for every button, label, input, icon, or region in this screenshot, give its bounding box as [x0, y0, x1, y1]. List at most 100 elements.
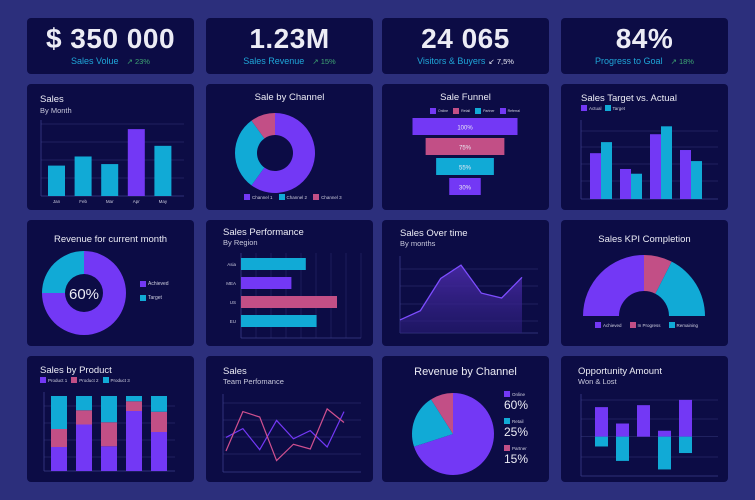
legend-item: Partner 15% [504, 445, 544, 466]
donut-slice [235, 120, 265, 186]
donut-slice [42, 251, 84, 293]
kpi-value: 84% [615, 23, 674, 54]
legend-swatch [40, 377, 46, 383]
chart-svg: 100% 75% 55% 30% [412, 118, 518, 195]
bar-won [679, 399, 692, 437]
chart-svg: Asia MEA US EU [226, 253, 362, 339]
legend-label: In Progress [637, 322, 661, 328]
chart-legend: Achieved In Progress Remaining [595, 322, 698, 328]
chart-legend: Online 60% Retail 25% Partner 15% [504, 391, 544, 466]
panel-subtitle: Team Perfomance [223, 377, 284, 386]
panel-sales-by-month: Sales By Month Jan Feb Mar Apr May [27, 84, 194, 210]
pie-slice [412, 399, 453, 447]
pie-slice [414, 393, 494, 475]
legend-label: Product 2 [79, 377, 99, 383]
trend-up-icon: ↗ [312, 57, 319, 66]
legend-swatch [629, 322, 636, 328]
panel-subtitle: By months [400, 239, 436, 248]
area-line [399, 264, 523, 321]
legend-swatch [140, 281, 146, 287]
funnel-bar [412, 118, 518, 135]
legend-swatch [595, 322, 601, 328]
legend-swatch [278, 194, 285, 200]
panel-title: Sales [223, 366, 247, 377]
legend-swatch [102, 377, 109, 383]
bar-won [595, 407, 608, 437]
panel-title: Sales Target vs. Actual [581, 93, 677, 104]
legend-item: Remaining [668, 322, 698, 328]
legend-item: Target [140, 295, 162, 301]
legend-item: Partner [475, 108, 495, 114]
chart-svg: Jan Feb Mar Apr May [40, 120, 184, 204]
y-tick-label: US [230, 300, 236, 305]
legend-label: Partner [512, 445, 527, 451]
bar-segment [151, 432, 167, 471]
panel-subtitle: By Region [223, 238, 258, 247]
legend-label: Target [148, 295, 162, 301]
kpi-trend: 15% [320, 57, 336, 66]
panel-title: Sales by Product [40, 365, 112, 376]
x-tick-label: Apr [133, 199, 141, 204]
chart-svg: 60% [42, 251, 126, 335]
funnel-label: 55% [459, 166, 472, 172]
panel-sales-target-actual: Sales Target vs. Actual Actual Target [561, 84, 728, 210]
legend-label: Channel 1 [252, 194, 273, 200]
kpi-value: $ 350 000 [45, 23, 176, 54]
bar-segment [51, 396, 67, 429]
funnel-label: 30% [459, 186, 472, 192]
legend-item: In Progress [629, 322, 661, 328]
bar [691, 161, 702, 199]
funnel-bar [449, 178, 481, 195]
funnel-label: 100% [457, 126, 473, 132]
panel-title: Sales Over time [400, 228, 468, 239]
chart-legend: Online Retail Partner Referral [430, 108, 520, 114]
donut-slice [251, 113, 315, 193]
legend-item: Actual [581, 105, 602, 111]
legend-label: Achieved [603, 322, 622, 328]
legend-item: Channel 3 [313, 194, 342, 200]
legend-item: Achieved [595, 322, 622, 328]
legend-item: Online 60% [504, 391, 544, 412]
kpi-label: Visitors & Buyers [417, 56, 486, 66]
gauge-slice [644, 255, 672, 294]
bar [241, 296, 337, 308]
bar-won [637, 405, 650, 437]
bar [620, 168, 631, 199]
legend-swatch [604, 105, 611, 111]
legend-item: Online [430, 108, 448, 114]
series-line [225, 411, 345, 451]
chart-svg [235, 113, 315, 193]
legend-swatch [71, 377, 78, 383]
panel-sales-kpi-completion: Sales KPI Completion Achieved In Progress… [561, 220, 728, 346]
kpi-label: Progress to Goal [595, 56, 663, 66]
legend-label: Referral [507, 109, 521, 113]
bar-segment [101, 422, 117, 447]
panel-title: Sale Funnel [440, 92, 491, 103]
panel-title: Sale by Channel [254, 92, 325, 103]
panel-title: Revenue for current month [53, 234, 167, 245]
legend-swatch [499, 108, 506, 114]
bar-segment [151, 411, 167, 432]
legend-swatch [504, 391, 510, 397]
legend-swatch [140, 295, 146, 301]
donut-slice [251, 113, 275, 139]
bar [631, 173, 642, 199]
donut-slice [42, 251, 126, 335]
panel-title: Sales Performance [223, 227, 304, 238]
legend-swatch [504, 418, 510, 424]
legend-label: Product 3 [110, 377, 130, 383]
kpi-trend: 7,5% [496, 57, 514, 66]
legend-label: Online [438, 109, 449, 113]
panel-opportunity-amount: Opportunity Amount Won & Lost [561, 356, 728, 482]
bar-lost [658, 436, 671, 470]
chart-svg [399, 256, 538, 334]
panel-sale-funnel: Sale Funnel Online Retail Partner Referral … [382, 84, 549, 210]
panel-title: Opportunity Amount [578, 366, 662, 377]
legend-item: Retail [453, 108, 470, 114]
bar [48, 165, 65, 196]
bar-segment [51, 447, 67, 471]
bar [241, 277, 292, 289]
kpi-card-sales-volume: $ 350 000 Sales Volue ↗ 23% [27, 18, 194, 74]
legend-label: Retail [461, 109, 471, 113]
kpi-value: 24 065 [421, 23, 510, 54]
